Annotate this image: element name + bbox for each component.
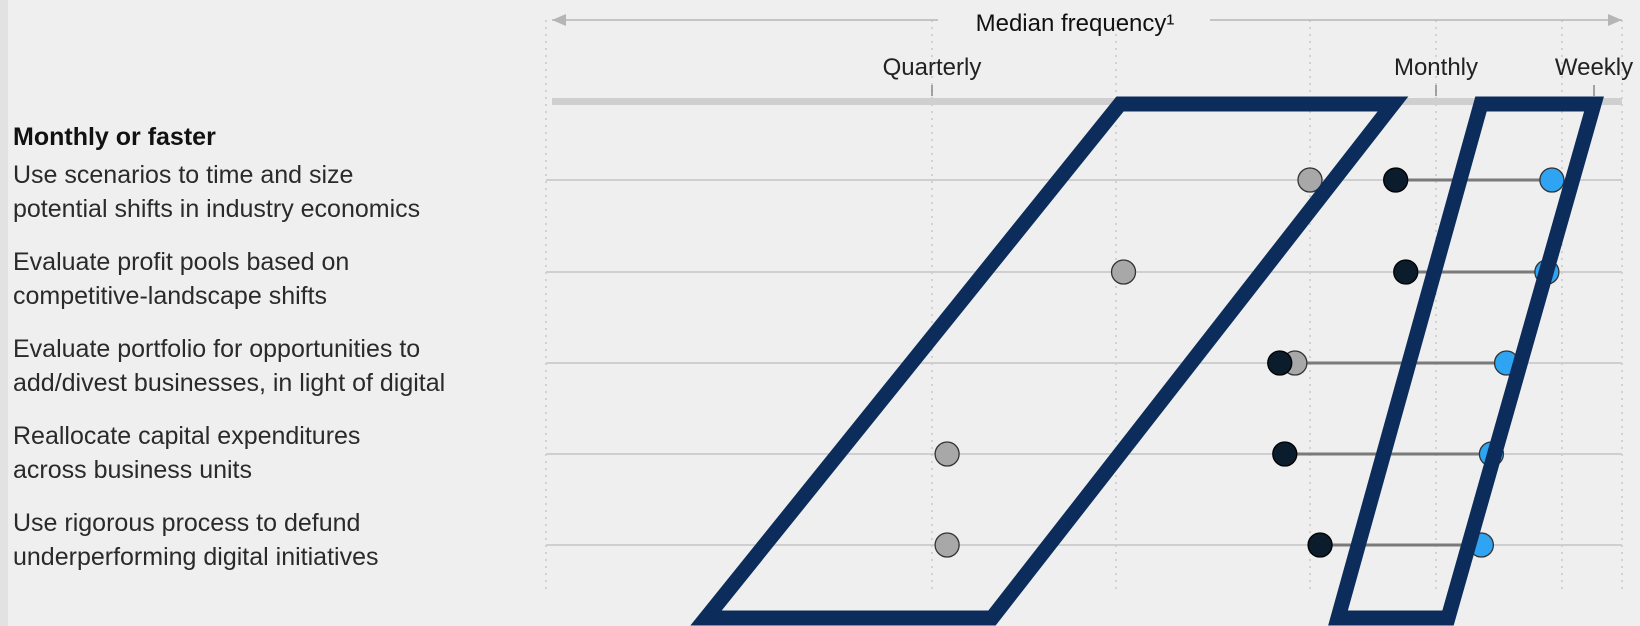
axis-title: Median frequency¹ [976, 10, 1175, 37]
highlight-parallelogram-right [1328, 96, 1604, 626]
left-edge-strip [0, 0, 8, 626]
row-label-1: Use scenarios to time and size potential… [13, 161, 421, 223]
axis: Median frequency¹ Quarterly Monthly Week… [552, 10, 1633, 105]
row-label-5: Use rigorous process to defund underperf… [13, 509, 379, 571]
highlight-parallelogram-left [690, 96, 1409, 626]
tick-label-monthly: Monthly [1394, 54, 1478, 81]
gray-dot-row-1 [1297, 167, 1323, 193]
blue-dot-row-1 [1539, 167, 1565, 193]
gray-dot-row-5 [934, 532, 960, 558]
gray-dot-row-2 [1110, 259, 1137, 285]
axis-arrow-left-head [552, 14, 566, 26]
row-label-3: Evaluate portfolio for opportunities to … [13, 335, 446, 397]
group-title: Monthly or faster [13, 123, 216, 151]
navy-dot-row-3 [1267, 350, 1293, 376]
navy-dot-row-2 [1393, 259, 1419, 285]
tick-label-weekly: Weekly [1555, 54, 1633, 81]
navy-dot-row-5 [1307, 532, 1333, 558]
highlight-shapes [690, 96, 1604, 626]
gray-dot-row-4 [934, 441, 960, 467]
navy-dot-row-4 [1272, 441, 1298, 467]
row-label-2: Evaluate profit pools based on competiti… [13, 248, 350, 310]
row-label-4: Reallocate capital expenditures across b… [13, 422, 361, 484]
axis-arrow-right-head [1608, 14, 1622, 26]
tick-label-quarterly: Quarterly [883, 54, 982, 81]
axis-band [552, 98, 1622, 105]
navy-dot-row-1 [1383, 167, 1409, 193]
